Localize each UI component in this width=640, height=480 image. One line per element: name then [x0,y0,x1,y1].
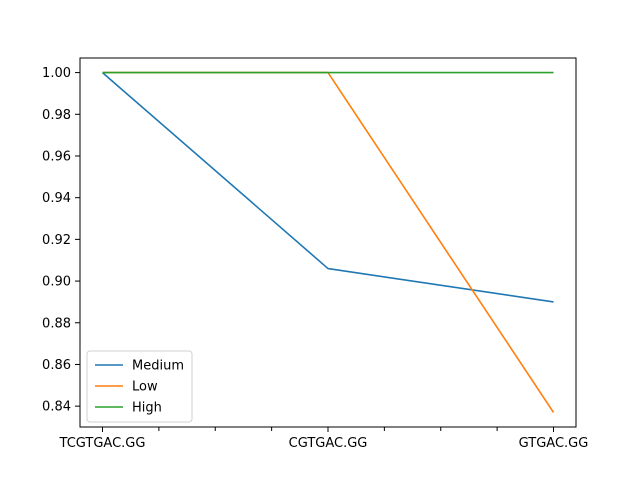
y-tick-label: 0.98 [42,108,71,123]
x-axis-ticks: TCGTGAC.GG CGTGAC.GG GTGAC.GG [59,427,589,451]
y-tick-label: 0.94 [42,191,71,206]
legend-box [86,350,193,423]
x-tick-label: CGTGAC.GG [289,436,368,451]
y-tick-label: 0.96 [42,149,71,164]
legend: Medium Low High [86,350,193,423]
y-tick-label: 0.88 [42,316,71,331]
x-tick-label: GTGAC.GG [519,436,589,451]
legend-label-medium: Medium [132,359,184,374]
y-tick-label: 0.90 [42,275,71,290]
legend-label-high: High [132,401,162,416]
legend-label-low: Low [132,380,158,395]
y-tick-label: 0.86 [42,358,71,373]
y-tick-label: 0.84 [42,400,71,415]
y-tick-label: 1.00 [42,66,71,81]
x-tick-label: TCGTGAC.GG [59,436,146,451]
y-axis-ticks: 0.84 0.86 0.88 0.90 0.92 0.94 0.96 0.98 1.00 [42,66,80,415]
plot-lines [101,71,555,413]
series-line-medium [101,71,554,303]
y-tick-label: 0.92 [42,233,71,248]
